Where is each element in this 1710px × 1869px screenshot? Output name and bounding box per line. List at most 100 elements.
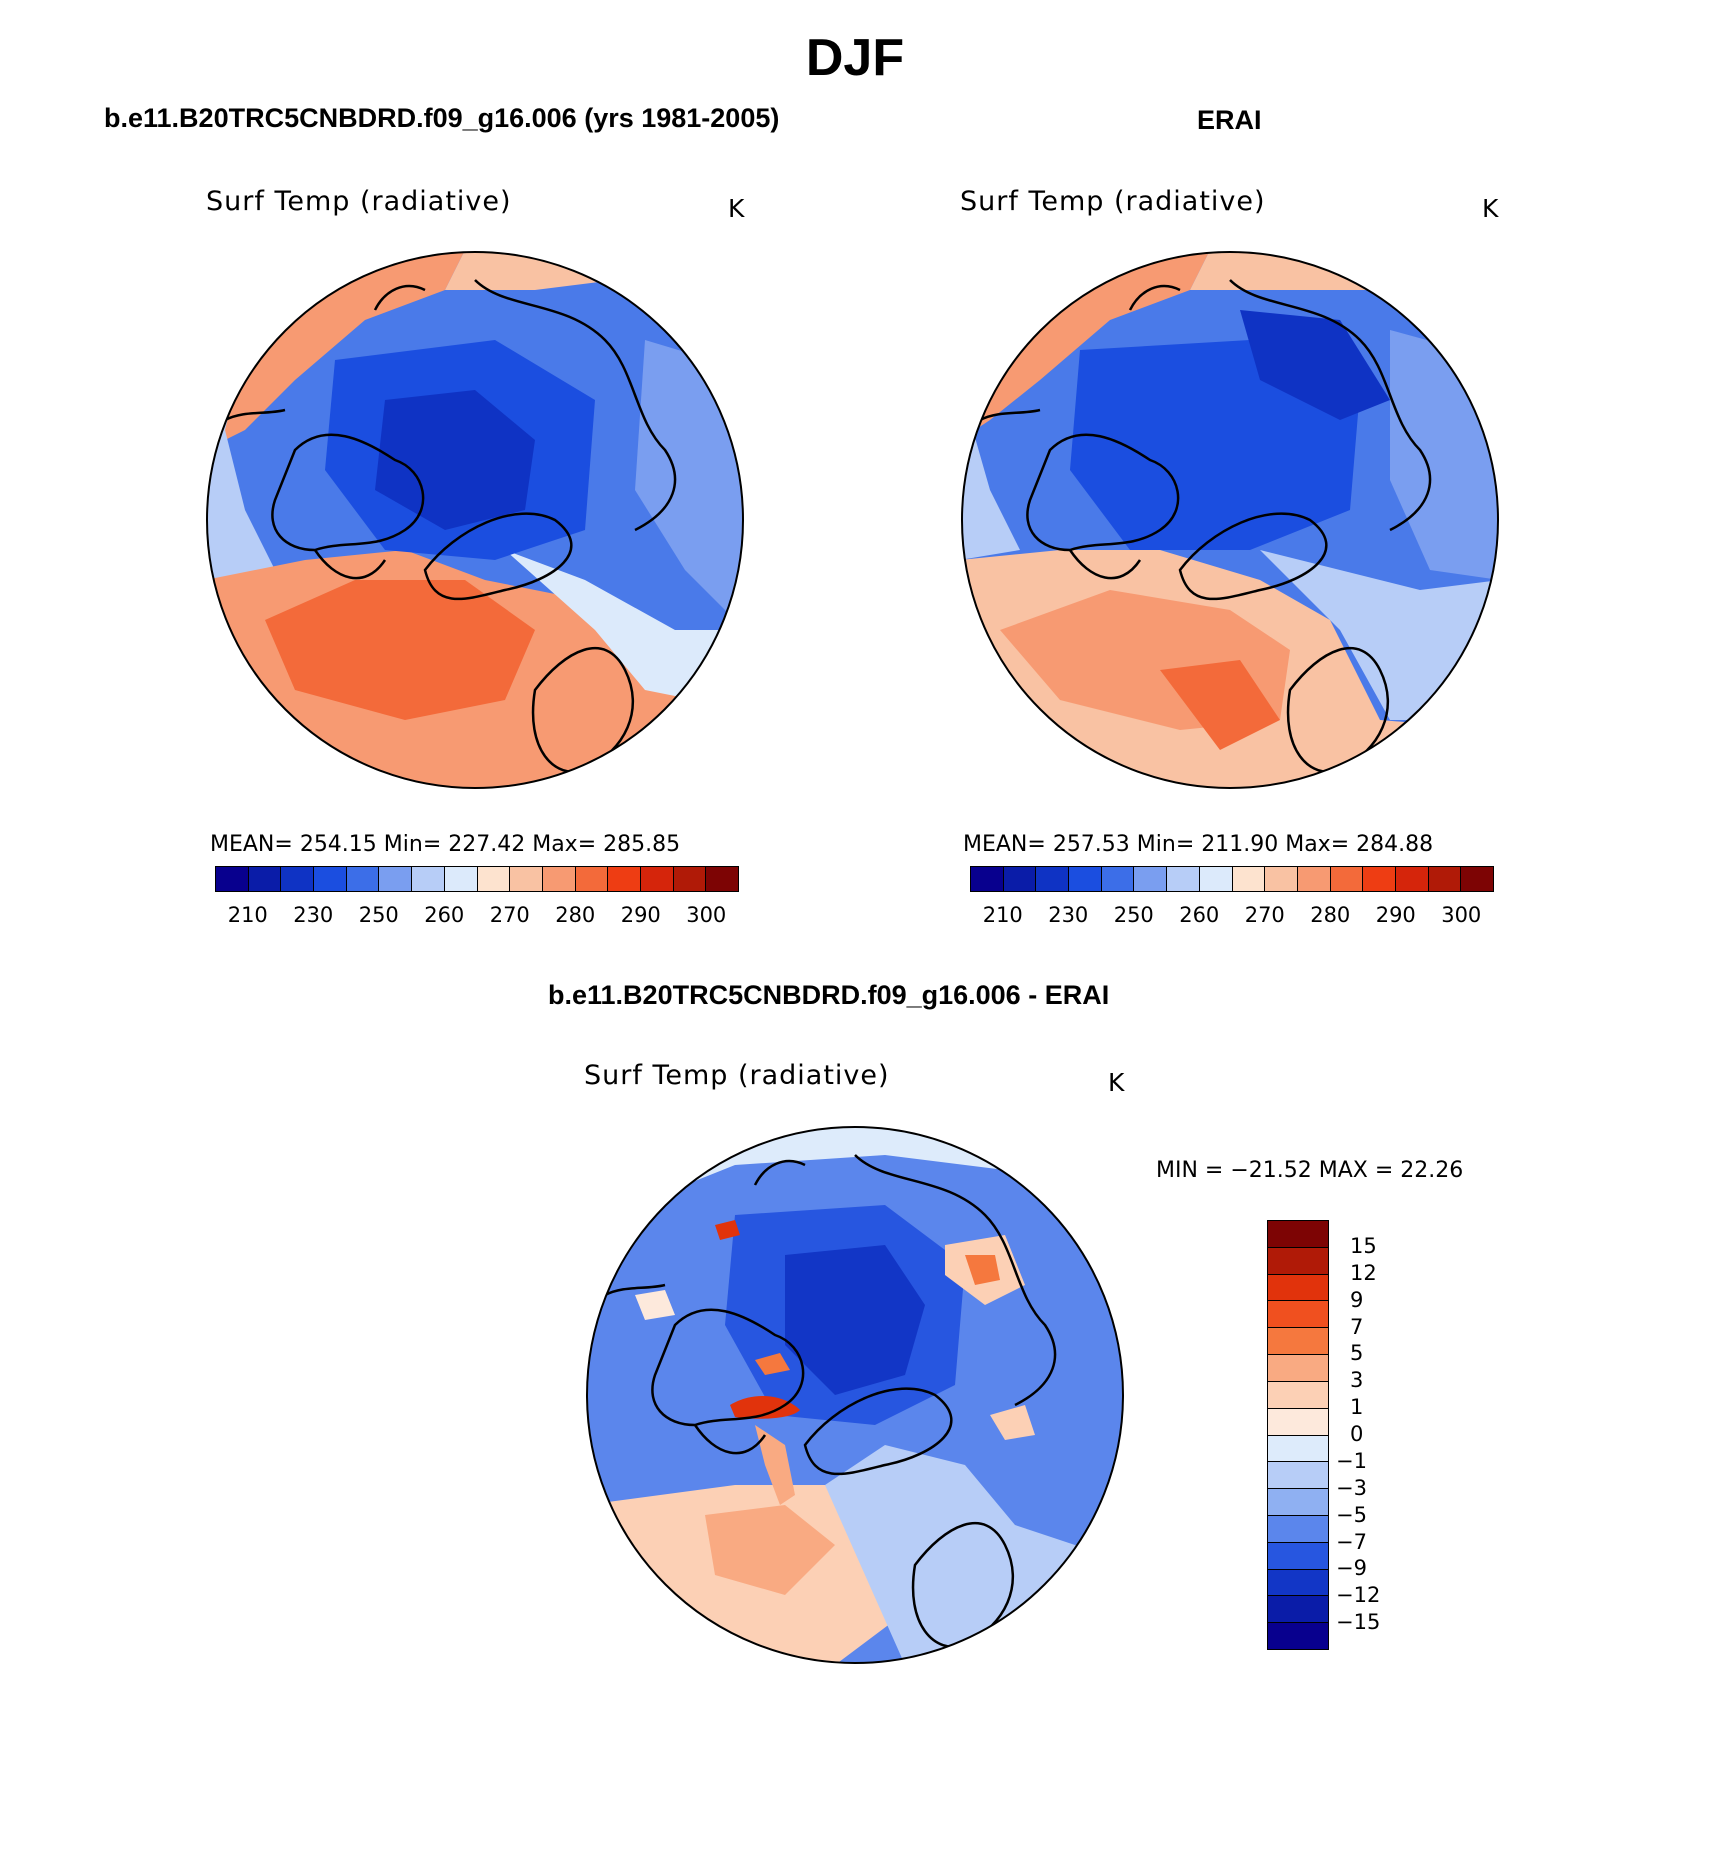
- panel-3-title: b.e11.B20TRC5CNBDRD.f09_g16.006 - ERAI: [548, 980, 1110, 1010]
- panel-2-colorbar-swatch: [1134, 867, 1168, 891]
- panel-1-colorbar-swatch: [706, 867, 738, 891]
- panel-2-polar-map: [961, 251, 1499, 789]
- panel-3-colorbar-swatch: [1268, 1462, 1328, 1490]
- panel-1-colorbar-swatch: [379, 867, 413, 891]
- panel-3-colorbar-swatch: [1268, 1301, 1328, 1329]
- panel-3-colorbar-tick-label: −7: [1336, 1529, 1367, 1554]
- panel-3-colorbar-swatch: [1268, 1408, 1328, 1436]
- panel-1-colorbar-tick-label: 290: [620, 903, 661, 927]
- panel-3-colorbar-tick-label: 3: [1350, 1368, 1364, 1393]
- panel-1-colorbar-swatch: [444, 867, 478, 891]
- panel-2-colorbar-tick-label: 210: [982, 903, 1023, 927]
- panel-2-colorbar-ticks: 210 230 250 260 270 280 290 300: [970, 903, 1494, 929]
- panel-1-colorbar-swatch: [640, 867, 674, 891]
- panel-1-title: b.e11.B20TRC5CNBDRD.f09_g16.006 (yrs 198…: [104, 103, 780, 133]
- panel-2-colorbar-tick-label: 280: [1310, 903, 1351, 927]
- panel-3-colorbar-swatch: [1268, 1489, 1328, 1516]
- panel-3-colorbar-swatch: [1268, 1221, 1328, 1248]
- panel-2-colorbar-tick-label: 270: [1244, 903, 1285, 927]
- panel-2-colorbar-swatch: [1167, 867, 1200, 891]
- panel-2-colorbar-swatch: [1395, 867, 1429, 891]
- panel-2-colorbar: [970, 866, 1494, 892]
- panel-1-colorbar-swatch: [281, 867, 315, 891]
- panel-1-units: K: [728, 194, 745, 223]
- panel-3-colorbar-swatch: [1268, 1569, 1328, 1597]
- panel-3-colorbar-tick-label: 5: [1350, 1341, 1364, 1366]
- panel-1-colorbar-ticks: 210 230 250 260 270 280 290 300: [215, 903, 739, 929]
- panel-1-colorbar-swatch: [575, 867, 609, 891]
- panel-1-colorbar-swatch: [673, 867, 707, 891]
- panel-1-colorbar-tick-label: 280: [555, 903, 596, 927]
- panel-1-colorbar: [215, 866, 739, 892]
- panel-1-colorbar-swatch: [510, 867, 543, 891]
- panel-3-colorbar-tick-label: −3: [1336, 1475, 1367, 1500]
- panel-2-colorbar-tick-label: 290: [1375, 903, 1416, 927]
- panel-1-colorbar-swatch: [314, 867, 347, 891]
- panel-3-variable-label: Surf Temp (radiative): [584, 1060, 890, 1091]
- panel-3-colorbar-swatch: [1268, 1247, 1328, 1275]
- panel-3-colorbar-tick-label: 0: [1350, 1422, 1364, 1446]
- main-title: DJF: [805, 29, 905, 87]
- panel-2-colorbar-swatch: [1232, 867, 1266, 891]
- panel-3-colorbar-swatch: [1268, 1328, 1328, 1356]
- panel-2-colorbar-swatch: [971, 867, 1004, 891]
- panel-2-colorbar-swatch: [1363, 867, 1396, 891]
- panel-1-colorbar-tick-label: 250: [358, 903, 399, 927]
- panel-3-colorbar-swatch: [1268, 1435, 1328, 1463]
- panel-3-colorbar-swatch: [1268, 1515, 1328, 1543]
- panel-3-units: K: [1108, 1068, 1125, 1097]
- panel-3-colorbar-swatch: [1268, 1596, 1328, 1624]
- panel-3-polar-map: [586, 1126, 1124, 1664]
- panel-3-colorbar-tick-label: 1: [1350, 1395, 1364, 1420]
- panel-1-colorbar-tick-label: 270: [489, 903, 530, 927]
- panel-2-colorbar-swatch: [1036, 867, 1070, 891]
- panel-3-colorbar-swatch: [1268, 1355, 1328, 1382]
- panel-1-colorbar-tick-label: 260: [424, 903, 465, 927]
- panel-1-colorbar-tick-label: 210: [227, 903, 268, 927]
- panel-3-colorbar-tick-label: −9: [1336, 1556, 1367, 1581]
- panel-2-colorbar-swatch: [1428, 867, 1462, 891]
- panel-1-colorbar-tick-label: 230: [293, 903, 334, 927]
- panel-1-colorbar-swatch: [216, 867, 249, 891]
- panel-2-colorbar-tick-label: 260: [1179, 903, 1220, 927]
- panel-1-colorbar-swatch: [412, 867, 445, 891]
- panel-1-colorbar-tick-label: 300: [686, 903, 727, 927]
- panel-2-colorbar-swatch: [1101, 867, 1135, 891]
- panel-2-colorbar-swatch: [1461, 867, 1493, 891]
- panel-1-stats: MEAN= 254.15 Min= 227.42 Max= 285.85: [210, 832, 681, 857]
- panel-2-stats: MEAN= 257.53 Min= 211.90 Max= 284.88: [963, 832, 1434, 857]
- panel-3-colorbar-tick-label: −1: [1336, 1448, 1367, 1473]
- panel-1-colorbar-swatch: [346, 867, 380, 891]
- panel-2-colorbar-tick-label: 230: [1048, 903, 1089, 927]
- panel-2-colorbar-swatch: [1003, 867, 1037, 891]
- panel-2-colorbar-tick-label: 250: [1113, 903, 1154, 927]
- panel-1-colorbar-swatch: [608, 867, 641, 891]
- panel-2-variable-label: Surf Temp (radiative): [960, 186, 1266, 217]
- panel-1-colorbar-swatch: [542, 867, 576, 891]
- panel-3-colorbar-tick-label: 9: [1350, 1287, 1364, 1312]
- panel-3-colorbar-swatch: [1268, 1274, 1328, 1302]
- panel-2-colorbar-swatch: [1069, 867, 1102, 891]
- panel-2-units: K: [1482, 194, 1499, 223]
- panel-2-colorbar-swatch: [1330, 867, 1364, 891]
- panel-3-colorbar-tick-label: 12: [1350, 1260, 1377, 1285]
- panel-1-polar-map: [206, 251, 744, 789]
- panel-2-colorbar-tick-label: 300: [1441, 903, 1482, 927]
- panel-3-colorbar-ticks: 15 12 9 7 5 3 1 0 −1 −3 −5 −7 −9 −12 −15: [1336, 1220, 1420, 1650]
- panel-2-colorbar-swatch: [1265, 867, 1298, 891]
- panel-3-colorbar-swatch: [1268, 1623, 1328, 1649]
- panel-1-colorbar-swatch: [477, 867, 511, 891]
- panel-2-title: ERAI: [1197, 105, 1262, 135]
- panel-3-colorbar-tick-label: 7: [1350, 1314, 1364, 1339]
- panel-3-stats: MIN = −21.52 MAX = 22.26: [1156, 1158, 1464, 1183]
- panel-3-colorbar-tick-label: 15: [1350, 1233, 1377, 1258]
- panel-2-colorbar-swatch: [1297, 867, 1331, 891]
- panel-3-colorbar-tick-label: −12: [1336, 1583, 1381, 1608]
- panel-3-colorbar-swatch: [1268, 1542, 1328, 1570]
- panel-1-colorbar-swatch: [248, 867, 282, 891]
- panel-3-colorbar-tick-label: −5: [1336, 1502, 1367, 1527]
- panel-3-colorbar-swatch: [1268, 1381, 1328, 1409]
- panel-1-variable-label: Surf Temp (radiative): [206, 186, 512, 217]
- panel-2-colorbar-swatch: [1199, 867, 1233, 891]
- panel-3-colorbar: [1267, 1220, 1329, 1650]
